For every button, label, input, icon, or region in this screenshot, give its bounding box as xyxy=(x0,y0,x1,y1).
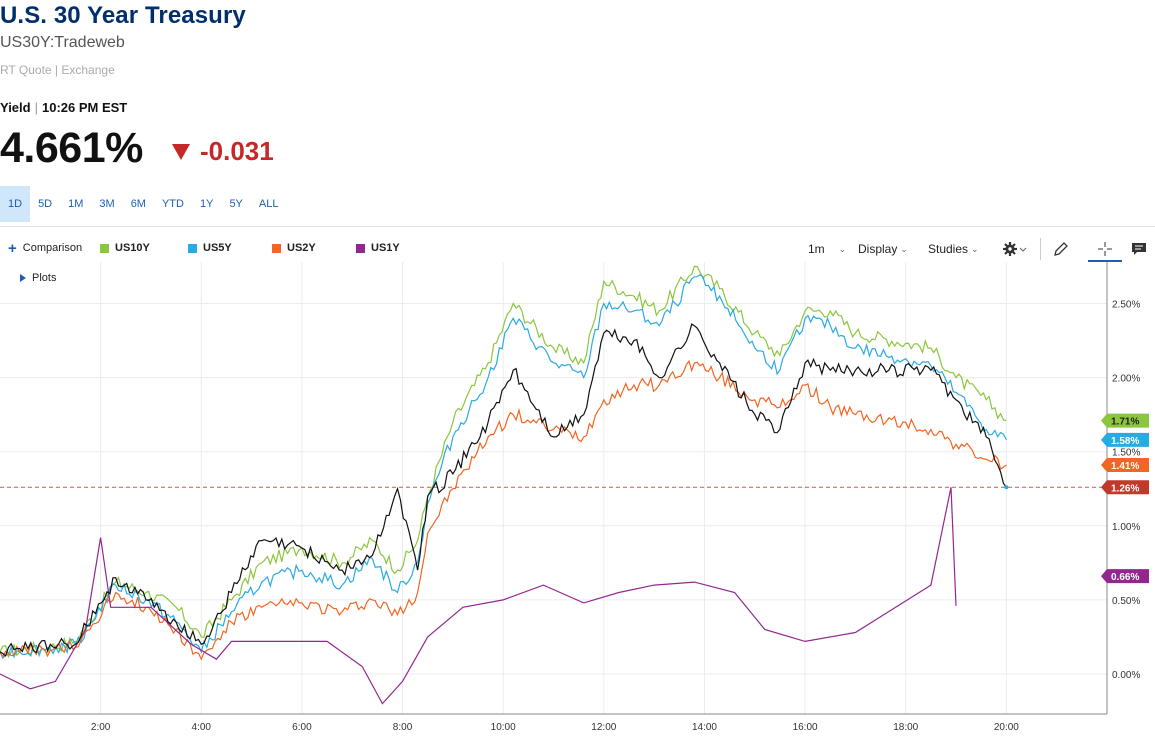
symbol-label: US30Y:Tradeweb xyxy=(0,34,125,51)
range-5y[interactable]: 5Y xyxy=(229,198,243,210)
yield-line: Yield | 10:26 PM EST xyxy=(0,100,128,115)
value-tag-label: 1.26% xyxy=(1111,483,1139,494)
range-ytd[interactable]: YTD xyxy=(161,198,184,210)
range-1d[interactable]: 1D xyxy=(0,186,31,222)
legend-swatch xyxy=(188,243,197,253)
crosshair-button[interactable] xyxy=(1088,238,1122,262)
range-6m[interactable]: 6M xyxy=(130,198,146,210)
draw-button[interactable] xyxy=(1050,238,1072,260)
x-tick-label: 6:00 xyxy=(292,722,312,733)
value-tag-label: 1.71% xyxy=(1111,417,1139,428)
series-line-us30y xyxy=(0,323,1007,657)
interval-label: 1m xyxy=(808,242,825,256)
legend-label: US2Y xyxy=(287,242,316,254)
y-tick-label: 0.50% xyxy=(1112,596,1140,607)
value-tag-us10y: 1.71% xyxy=(1101,413,1149,428)
value-tag-label: 1.41% xyxy=(1111,461,1139,472)
legend-label: US1Y xyxy=(371,242,400,254)
y-tick-label: 0.00% xyxy=(1112,670,1140,681)
legend-swatch xyxy=(356,243,365,253)
series-line-us1y xyxy=(0,487,957,705)
plus-icon: + xyxy=(8,239,17,257)
range-1m[interactable]: 1M xyxy=(68,198,84,210)
x-tick-label: 12:00 xyxy=(591,722,616,733)
last-point-marker xyxy=(1004,485,1009,490)
plots-toggle[interactable]: Plots xyxy=(20,272,56,284)
display-dropdown[interactable]: Display ⌄ xyxy=(858,242,908,256)
yield-label: Yield xyxy=(0,100,31,115)
chart-toolbar: + Comparison US10Y US5Y US2Y US1Y 1m ⌄ D… xyxy=(0,236,1155,262)
range-all[interactable]: ALL xyxy=(258,198,279,210)
x-tick-label: 4:00 xyxy=(192,722,212,733)
chevron-down-icon: ⌄ xyxy=(900,243,908,254)
comparison-button[interactable]: + Comparison xyxy=(8,239,83,257)
interval-dropdown[interactable]: 1m ⌄ xyxy=(808,242,846,256)
chevron-down-icon: ⌄ xyxy=(971,243,979,254)
value-tag-bg xyxy=(1101,413,1149,428)
series-line-us2y xyxy=(0,359,1007,661)
value-tag-bg xyxy=(1101,432,1149,447)
quote-source: RT Quote | Exchange xyxy=(0,63,115,77)
legend-swatch xyxy=(272,243,281,253)
toolbar-divider xyxy=(1040,238,1041,260)
legend-label: US5Y xyxy=(203,242,232,254)
legend-item-us5y[interactable]: US5Y xyxy=(188,242,232,254)
plots-label: Plots xyxy=(32,272,57,284)
y-tick-label: 1.00% xyxy=(1112,522,1140,533)
value-tag-us2y: 1.41% xyxy=(1101,458,1149,473)
value-tag-us5y: 1.58% xyxy=(1101,432,1149,447)
down-arrow-icon xyxy=(172,143,190,160)
value-tag-label: 1.58% xyxy=(1111,436,1139,447)
pencil-icon xyxy=(1054,242,1068,256)
change-value: -0.031 xyxy=(200,136,274,166)
gear-icon xyxy=(1003,242,1027,256)
series-line-us10y xyxy=(0,265,1007,659)
comparison-label: Comparison xyxy=(22,242,83,254)
series-line-us5y xyxy=(0,273,1007,660)
x-tick-label: 14:00 xyxy=(692,722,717,733)
display-label: Display xyxy=(858,242,898,256)
value-tag-bg xyxy=(1101,480,1149,495)
y-tick-label: 2.50% xyxy=(1112,299,1140,310)
yield-chart[interactable]: 0.00% 0.50% 1.00% 1.50% 2.00% 2.50% 2:00 4:00 6:… xyxy=(0,262,1155,737)
value-tag-bg xyxy=(1101,458,1149,473)
comment-button[interactable] xyxy=(1128,238,1150,260)
legend-label: US10Y xyxy=(115,242,150,254)
comment-icon xyxy=(1132,243,1146,255)
x-tick-label: 20:00 xyxy=(994,722,1019,733)
divider xyxy=(0,226,1155,227)
value-tag-label: 0.66% xyxy=(1111,572,1139,583)
x-tick-label: 2:00 xyxy=(91,722,111,733)
range-3m[interactable]: 3M xyxy=(99,198,115,210)
value-tag-us30y: 1.26% xyxy=(1101,480,1149,495)
value-tag-us1y: 0.66% xyxy=(1101,569,1149,584)
range-1y[interactable]: 1Y xyxy=(199,198,214,210)
x-tick-label: 16:00 xyxy=(793,722,818,733)
x-tick-label: 10:00 xyxy=(491,722,516,733)
range-selector: 1D 5D 1M 3M 6M YTD 1Y 5Y ALL xyxy=(0,186,286,222)
yield-time: 10:26 PM EST xyxy=(41,100,128,115)
studies-label: Studies xyxy=(928,242,969,256)
value-tag-bg xyxy=(1101,569,1149,584)
y-tick-label: 2.00% xyxy=(1112,374,1140,385)
yield-change: -0.031 xyxy=(172,136,274,167)
yield-price: 4.661% xyxy=(0,124,143,172)
security-title: U.S. 30 Year Treasury xyxy=(0,2,246,29)
legend-item-us10y[interactable]: US10Y xyxy=(100,242,150,254)
chevron-down-icon: ⌄ xyxy=(838,243,847,254)
studies-dropdown[interactable]: Studies ⌄ xyxy=(928,242,979,256)
x-tick-label: 18:00 xyxy=(893,722,918,733)
y-tick-label: 1.50% xyxy=(1112,448,1140,459)
caret-right-icon xyxy=(20,274,26,282)
legend-item-us2y[interactable]: US2Y xyxy=(272,242,316,254)
range-5d[interactable]: 5D xyxy=(38,198,53,210)
settings-button[interactable] xyxy=(1000,238,1030,260)
legend-swatch xyxy=(100,243,109,253)
crosshair-icon xyxy=(1098,242,1112,256)
x-tick-label: 8:00 xyxy=(393,722,413,733)
legend-item-us1y[interactable]: US1Y xyxy=(356,242,400,254)
